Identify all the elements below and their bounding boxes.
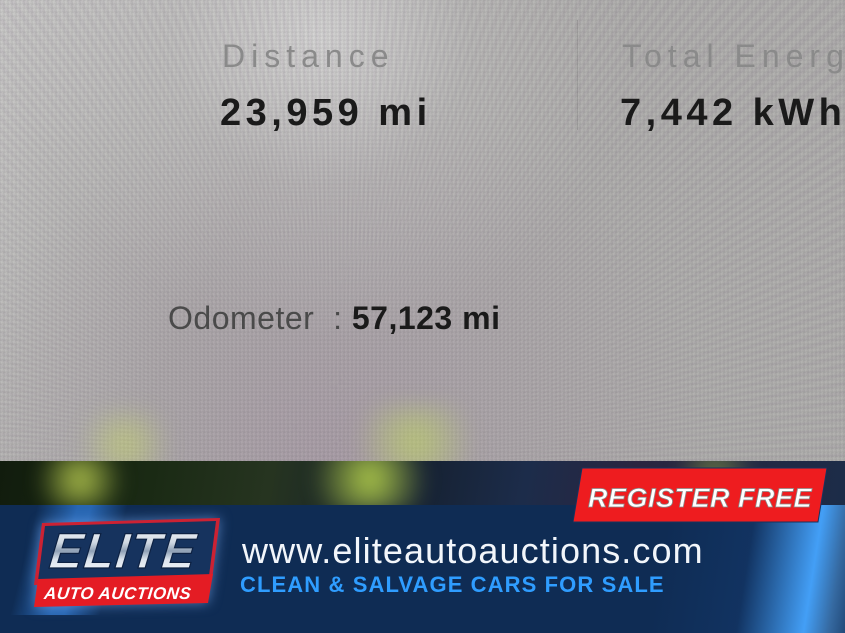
svg-text:AUTO AUCTIONS: AUTO AUCTIONS bbox=[42, 584, 192, 603]
svg-text:REGISTER FREE: REGISTER FREE bbox=[588, 483, 813, 513]
svg-text:ELITE: ELITE bbox=[47, 523, 200, 579]
